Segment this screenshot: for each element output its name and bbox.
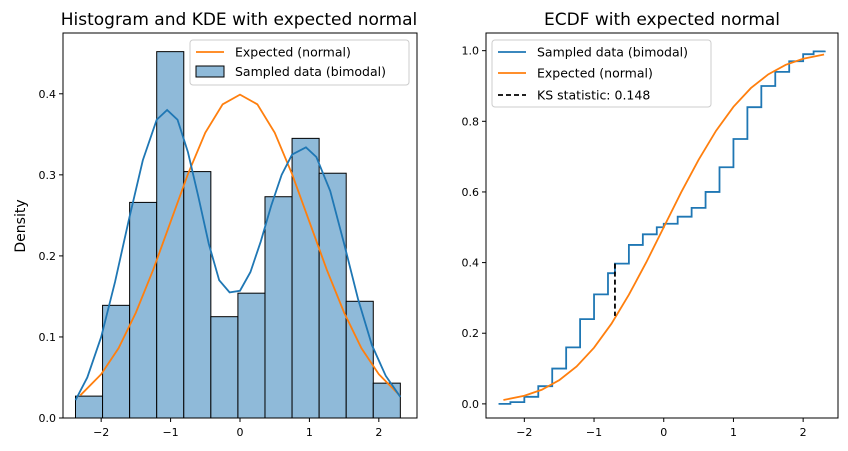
histogram-line-kde [74,108,402,401]
legend-ecdf-sampled-label: Sampled data (bimodal) [537,45,688,60]
histogram-bar [74,395,104,419]
histogram-ytick-label: 0.3 [39,169,57,182]
histogram-legend-box [189,39,410,86]
legend-sampled-data-swatch [195,65,225,78]
ecdf-xtick-label: 1 [730,426,737,439]
histogram-bars [74,51,401,419]
histogram-lines [74,93,402,401]
ecdf-ytick-label: 0.6 [462,186,480,199]
ecdf-xtick-label: −2 [516,426,532,439]
histogram-bar [318,172,347,419]
histogram-xtick-label: 1 [306,426,313,439]
ecdf-xtick-label: 2 [800,426,807,439]
histogram-bar [102,304,131,419]
histogram-bar [210,316,239,419]
ecdf-xtick-label: −1 [586,426,602,439]
histogram-ytick-label: 0.2 [39,250,57,263]
legend-ks-statistic-label: KS statistic: 0.148 [537,88,650,103]
histogram-ylabel: Density [13,199,29,252]
ecdf-ytick-label: 0.4 [462,257,480,270]
histogram-xtick-label: −2 [93,426,109,439]
ecdf-legend-box [491,39,712,108]
ecdf-lines [498,50,826,405]
legend-expected-normal-label: Expected (normal) [235,45,351,60]
histogram-bar [237,292,266,419]
ecdf-panel: ECDF with expected normal −2 −1 0 1 2 0.0 0.2… [462,10,839,439]
histogram-ytick-label: 0.1 [39,331,57,344]
legend-sampled-data-label: Sampled data (bimodal) [235,64,386,79]
histogram-bar [264,196,293,419]
histogram-bar [183,171,212,419]
ecdf-title: ECDF with expected normal [544,10,780,30]
ecdf-ytick-label: 1.0 [462,45,480,58]
ecdf-xtick-label: 0 [660,426,667,439]
histogram-xtick-label: 2 [375,426,382,439]
histogram-bar [291,137,320,419]
ecdf-y-axis: 0.0 0.2 0.4 0.6 0.8 1.0 [462,45,486,411]
histogram-ytick-label: 0.0 [39,412,57,425]
ecdf-ytick-label: 0.2 [462,327,480,340]
ecdf-legend: Sampled data (bimodal) Expected (normal)… [491,39,712,108]
histogram-panel: Histogram and KDE with expected normal D… [13,10,418,439]
ecdf-x-axis: −2 −1 0 1 2 [516,418,807,439]
histogram-bar [129,201,158,419]
ecdf-ytick-label: 0.8 [462,115,480,128]
histogram-xtick-label: 0 [237,426,244,439]
histogram-line-expected-normal [79,93,401,396]
histogram-x-axis: −2 −1 0 1 2 [93,418,382,439]
ecdf-line-expected-normal [503,53,825,401]
histogram-bar [372,382,401,419]
histogram-ytick-label: 0.4 [39,88,57,101]
ecdf-axes-frame [485,32,839,419]
ecdf-ytick-label: 0.0 [462,398,480,411]
legend-ecdf-expected-label: Expected (normal) [537,66,653,81]
histogram-legend: Expected (normal) Sampled data (bimodal) [189,39,410,86]
histogram-bar [156,51,185,419]
histogram-title: Histogram and KDE with expected normal [61,10,418,30]
histogram-xtick-label: −1 [162,426,178,439]
histogram-y-axis: 0.0 0.1 0.2 0.3 0.4 [39,88,63,425]
